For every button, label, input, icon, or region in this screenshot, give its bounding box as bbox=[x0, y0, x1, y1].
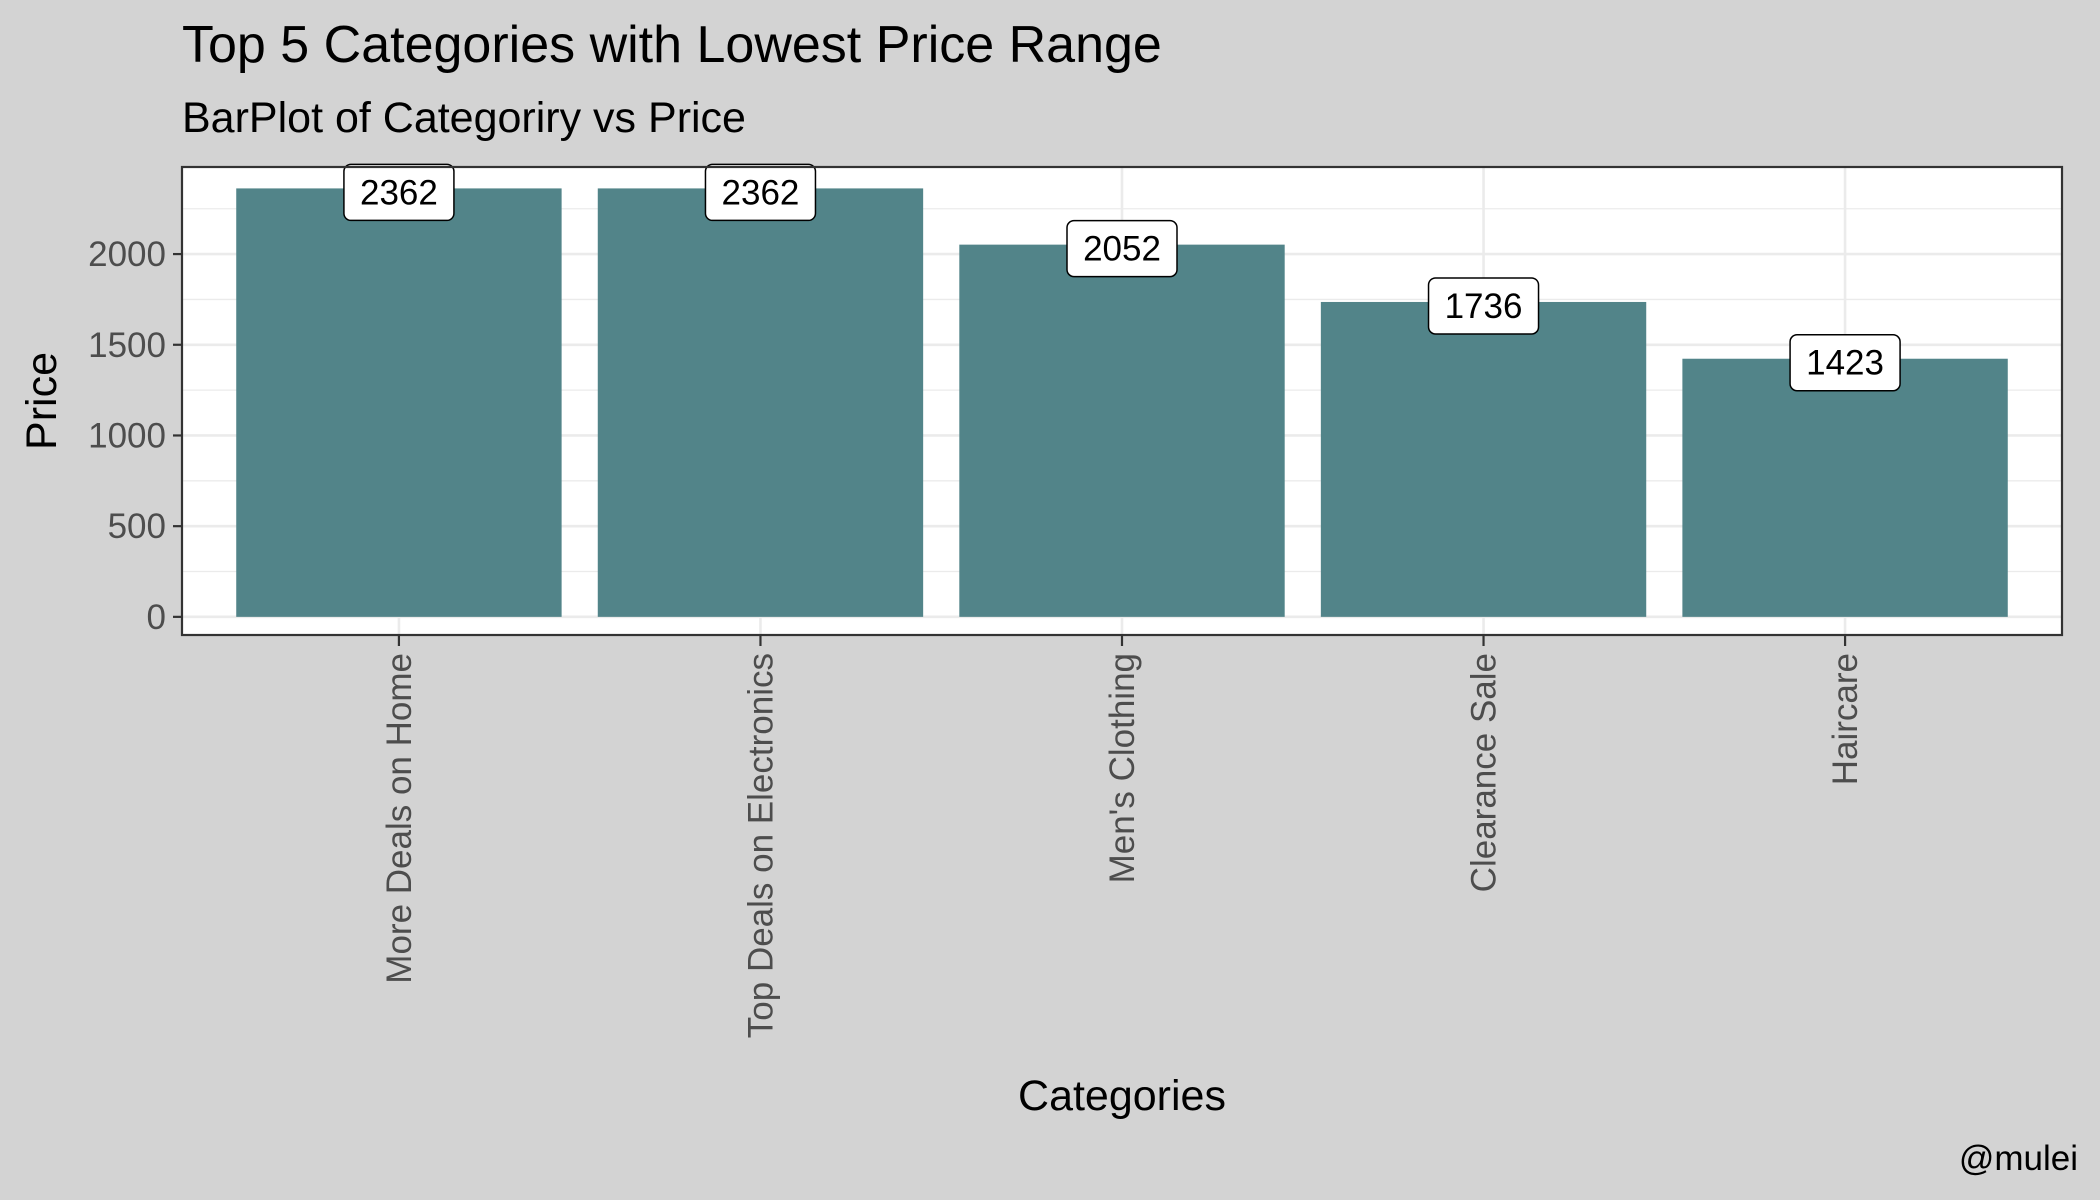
y-tick-label: 1500 bbox=[88, 326, 166, 365]
data-label-text: 2362 bbox=[360, 173, 438, 212]
data-label-text: 1736 bbox=[1445, 287, 1523, 326]
y-tick-label: 1000 bbox=[88, 416, 166, 455]
data-label: 2362 bbox=[343, 163, 455, 222]
data-labels: 2362 2362 2052 1736 1423 bbox=[343, 163, 1901, 392]
bars bbox=[236, 188, 2008, 617]
bar bbox=[1682, 358, 2008, 617]
data-label-text: 2362 bbox=[722, 173, 800, 212]
chart-title: Top 5 Categories with Lowest Price Range bbox=[182, 16, 1162, 74]
y-axis: 0 500 1000 1500 2000 bbox=[88, 235, 182, 637]
data-label: 2362 bbox=[704, 163, 817, 222]
y-tick-label: 0 bbox=[147, 598, 166, 637]
x-tick-label: Top Deals on Electronics bbox=[741, 653, 780, 1038]
x-axis-label: Categories bbox=[1018, 1072, 1226, 1120]
data-label-text: 1423 bbox=[1806, 344, 1884, 383]
data-label-box bbox=[1066, 219, 1178, 278]
x-tick-label: Clearance Sale bbox=[1465, 653, 1504, 892]
x-axis: More Deals on Home Top Deals on Electroni… bbox=[380, 635, 1865, 1038]
chart-caption: @mulei bbox=[1959, 1139, 2078, 1178]
data-label-box bbox=[1427, 277, 1540, 335]
bar bbox=[959, 244, 1285, 617]
data-label: 1736 bbox=[1427, 277, 1540, 335]
y-tick-label: 2000 bbox=[88, 235, 166, 274]
x-tick-label: Men's Clothing bbox=[1103, 653, 1142, 883]
bar bbox=[597, 188, 924, 617]
data-label-box bbox=[343, 163, 455, 222]
y-axis-label: Price bbox=[18, 352, 66, 450]
data-label-text: 2052 bbox=[1083, 230, 1161, 269]
data-label-box bbox=[1789, 333, 1901, 392]
data-label: 2052 bbox=[1066, 219, 1178, 278]
y-tick-label: 500 bbox=[108, 507, 166, 546]
bar bbox=[1320, 301, 1647, 617]
chart-subtitle: BarPlot of Categoriry vs Price bbox=[182, 94, 746, 142]
bar bbox=[236, 188, 562, 617]
data-label: 1423 bbox=[1789, 333, 1901, 392]
x-tick-label: More Deals on Home bbox=[380, 653, 419, 984]
x-tick-label: Haircare bbox=[1826, 653, 1865, 785]
data-label-box bbox=[704, 163, 817, 222]
